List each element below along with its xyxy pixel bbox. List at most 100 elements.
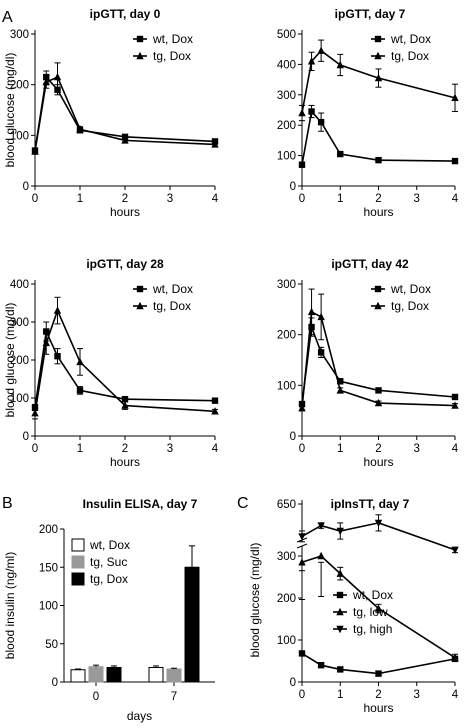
data-point	[375, 670, 382, 677]
data-point	[42, 77, 50, 86]
data-point	[337, 150, 344, 158]
y-tick-label: 200	[277, 593, 296, 605]
y-tick-label: 150	[39, 562, 58, 574]
chart-title: ipInsTT, day 7	[331, 497, 410, 511]
x-axis-label: hours	[110, 205, 140, 219]
legend-marker	[374, 301, 382, 310]
data-point	[298, 650, 306, 657]
x-tick-label: 3	[414, 689, 420, 701]
legend-label: wt, Dox	[390, 282, 431, 296]
legend-label: wt, Dox	[152, 282, 193, 296]
bar	[166, 668, 182, 683]
series-line	[301, 109, 456, 165]
data-point	[31, 409, 39, 417]
y-tick-label: 0	[23, 181, 29, 193]
data-point	[336, 569, 344, 577]
x-tick-label: 3	[167, 443, 173, 455]
data-point	[336, 386, 344, 394]
legend-swatch	[71, 572, 85, 586]
data-point	[317, 349, 325, 356]
data-point	[317, 551, 325, 560]
data-point	[451, 157, 459, 165]
data-point	[211, 140, 219, 148]
data-point	[337, 666, 344, 673]
data-point	[298, 533, 306, 541]
chart-title: ipGTT, day 0	[90, 7, 161, 21]
chart-title: ipGTT, day 28	[86, 257, 164, 271]
y-tick-label: 200	[10, 355, 29, 367]
data-point	[374, 519, 383, 528]
legend-label: tg, Dox	[391, 299, 429, 313]
legend-label: tg, Suc	[90, 555, 127, 569]
legend-label: tg, Dox	[153, 299, 191, 313]
data-point	[121, 401, 129, 409]
data-point	[317, 312, 325, 321]
x-tick-label: 0	[299, 193, 305, 205]
y-tick-label: 500	[277, 29, 296, 41]
chart-ipinstt-day7: ipInsTT, day 7 0 1 2 3 4 0 100 200 300 650 hours blo…	[248, 497, 459, 715]
x-tick-label: 3	[414, 443, 420, 455]
data-point	[374, 604, 383, 612]
x-tick-label: 0	[299, 689, 305, 701]
data-point	[42, 338, 50, 347]
data-point	[31, 147, 39, 155]
y-tick-label: 0	[52, 677, 58, 689]
y-tick-label: 200	[277, 330, 296, 342]
x-tick-label: 4	[212, 193, 219, 205]
y-tick-label: 200	[277, 120, 296, 132]
legend-label: tg, Dox	[153, 49, 191, 63]
chart-ipgtt-day28: ipGTT, day 28 0 1 2 3 4 0 100 200 300 400 hours bloo…	[3, 257, 219, 469]
x-axis-label: hours	[363, 455, 393, 469]
data-point	[374, 73, 383, 82]
chart-ipgtt-day7: ipGTT, day 7 0 1 2 3 4 0 100 200 300 400 500 hours wt…	[277, 7, 459, 219]
bar	[106, 666, 122, 683]
data-point	[76, 125, 84, 133]
x-tick-label: 1	[337, 689, 343, 701]
data-point	[337, 378, 344, 385]
data-point	[451, 93, 459, 102]
legend-label: wt, Dox	[152, 32, 193, 46]
y-tick-label: 200	[39, 524, 58, 536]
bar	[184, 566, 200, 683]
x-tick-label: 2	[122, 193, 128, 205]
legend-label: tg, Dox	[391, 49, 429, 63]
x-tick-label: 2	[122, 443, 128, 455]
legend-marker	[374, 285, 382, 293]
data-point	[121, 395, 129, 403]
data-point	[317, 522, 325, 530]
series-line	[34, 76, 216, 152]
axis-break-mark	[296, 543, 308, 549]
legend-marker	[136, 51, 144, 60]
x-tick-label: 2	[375, 193, 381, 205]
data-point	[76, 357, 84, 366]
legend-label: tg, low	[353, 605, 388, 619]
x-axis-label: hours	[110, 455, 140, 469]
x-tick-label: 0	[93, 691, 99, 703]
x-tick-label: 7	[171, 691, 177, 703]
y-tick-label: 100	[277, 635, 296, 647]
x-tick-label: 2	[375, 443, 381, 455]
y-tick-label: 100	[10, 393, 29, 405]
y-tick-label: 400	[10, 279, 29, 291]
data-point	[53, 306, 62, 314]
y-tick-label: 0	[290, 181, 296, 193]
chart-title: Insulin ELISA, day 7	[83, 497, 198, 511]
y-tick-label: 650	[277, 499, 296, 511]
data-point	[121, 136, 129, 144]
data-point	[307, 307, 316, 316]
bar	[70, 669, 86, 683]
data-point	[375, 156, 382, 164]
y-tick-label: 200	[10, 80, 29, 92]
x-tick-label: 2	[375, 689, 381, 701]
legend-swatch	[71, 555, 85, 569]
y-tick-label: 0	[290, 677, 296, 689]
legend-label: tg, Dox	[90, 572, 128, 586]
legend-label: wt, Dox	[352, 588, 393, 602]
chart-title: ipGTT, day 42	[331, 257, 409, 271]
legend-marker	[136, 35, 144, 43]
y-tick-label: 100	[277, 151, 296, 163]
x-tick-label: 0	[299, 443, 305, 455]
legend-marker	[136, 285, 144, 293]
legend-swatch	[71, 538, 85, 552]
